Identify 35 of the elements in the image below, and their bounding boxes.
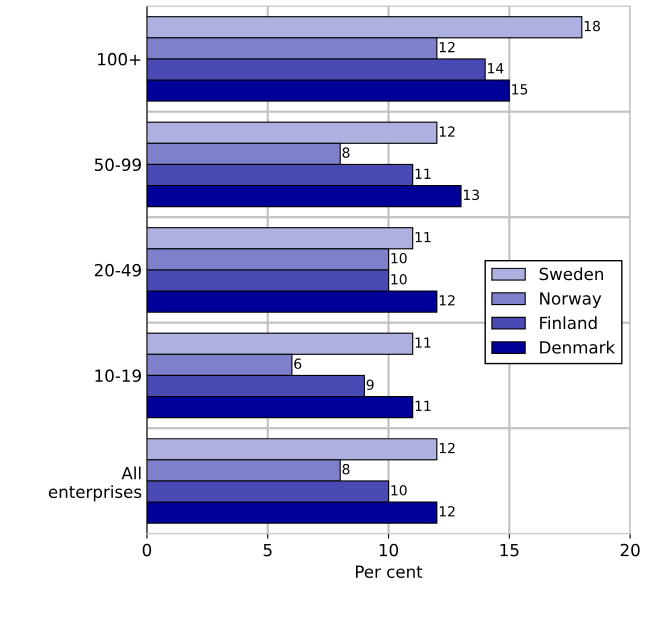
data-label: 8 [342, 464, 350, 474]
data-label: 12 [440, 442, 455, 454]
data-label: 12 [440, 506, 455, 516]
legend-label: Finland [540, 316, 597, 330]
data-label: 11 [416, 338, 430, 348]
x-tick-label: 15 [500, 544, 518, 556]
data-label: 11 [416, 400, 430, 411]
data-label: 10 [391, 485, 407, 496]
data-label: 10 [391, 252, 407, 264]
data-label: 9 [366, 380, 374, 390]
data-label: 12 [440, 295, 455, 306]
legend-label: Norway [540, 292, 602, 308]
y-tick-label: 20-49 [94, 264, 141, 277]
data-label: 18 [584, 20, 600, 32]
x-tick-label: 5 [264, 544, 272, 556]
y-tick-label: 50-99 [94, 158, 141, 171]
data-label: 13 [464, 190, 479, 200]
y-tick-label: All enterprises [48, 466, 142, 502]
data-label: 10 [391, 274, 407, 285]
x-axis-title: Per cent [356, 566, 422, 578]
data-label: 8 [342, 147, 350, 158]
data-label: 12 [440, 126, 455, 137]
data-label: 6 [294, 358, 302, 369]
x-tick-label: 0 [142, 544, 152, 556]
y-tick-label: 10-19 [95, 369, 141, 382]
data-label: 15 [512, 84, 528, 95]
legend-label: Sweden [540, 267, 603, 280]
data-label: 11 [416, 168, 430, 179]
x-tick-label: 10 [380, 544, 398, 556]
y-tick-label: 100+ [98, 52, 140, 66]
data-label: 11 [416, 232, 430, 242]
x-tick-label: 20 [620, 544, 640, 556]
data-label: 14 [488, 63, 504, 74]
legend-label: Denmark [540, 340, 616, 354]
data-label: 12 [440, 42, 455, 52]
